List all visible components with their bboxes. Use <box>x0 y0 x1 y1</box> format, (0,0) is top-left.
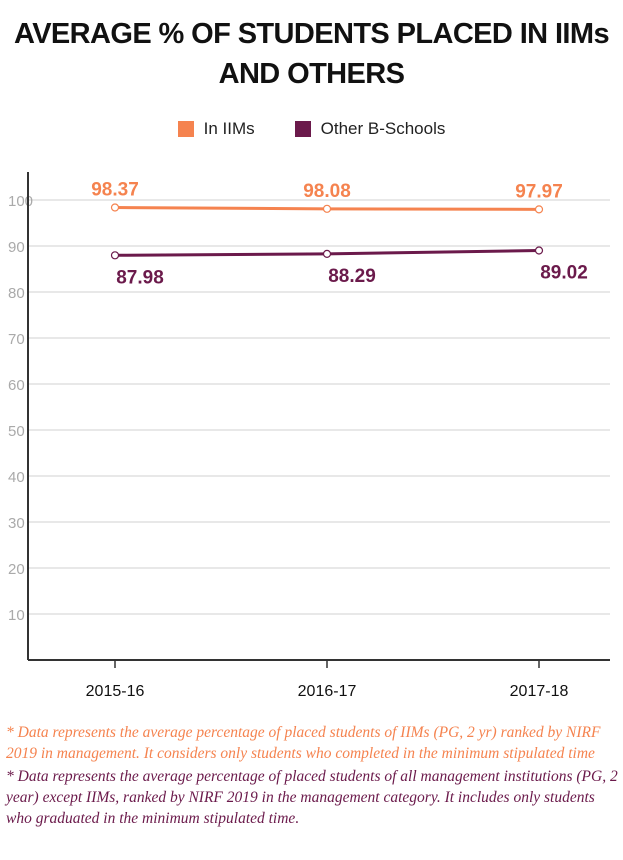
footnotes: * Data represents the average percentage… <box>6 722 618 829</box>
footnote-other-bschools: * Data represents the average percentage… <box>6 768 618 827</box>
data-point-in-iims <box>322 204 332 213</box>
data-point-in-iims <box>110 203 120 212</box>
chart-title-line-1: AVERAGE % OF STUDENTS PLACED IN IIMs <box>14 18 610 50</box>
legend-label-iims: In IIMs <box>203 119 255 138</box>
data-label-other-b-schools: 88.29 <box>328 266 376 287</box>
data-point-other-b-schools <box>534 246 544 255</box>
y-tick-label: 20 <box>8 561 25 578</box>
x-tick-label: 2017-18 <box>510 683 569 700</box>
legend: In IIMs Other B-Schools <box>0 116 623 142</box>
y-tick-label: 70 <box>8 331 25 348</box>
y-tick-label: 50 <box>8 423 25 440</box>
legend-item-iims: In IIMs <box>177 119 255 139</box>
data-point-other-b-schools <box>110 251 120 260</box>
legend-swatch-iims <box>177 121 194 137</box>
y-tick-label: 60 <box>8 377 25 394</box>
footnote-iims: * Data represents the average percentage… <box>6 724 601 762</box>
grid-lines <box>28 199 610 615</box>
x-axis: 2015-16 2016-17 2017-18 <box>28 659 610 700</box>
y-tick-label: 100 <box>8 193 33 210</box>
y-tick-label: 10 <box>8 607 25 624</box>
legend-swatch-other-bschools <box>294 121 311 137</box>
y-tick-label: 80 <box>8 285 25 302</box>
data-label-other-b-schools: 89.02 <box>540 263 588 284</box>
y-tick-label: 40 <box>8 469 25 486</box>
data-point-in-iims <box>534 205 544 214</box>
x-tick-label: 2015-16 <box>86 683 145 700</box>
y-tick-label: 90 <box>8 239 25 256</box>
chart-title-line-2: AND OTHERS <box>218 58 405 90</box>
data-label-in-iims: 97.97 <box>515 181 563 202</box>
data-label-in-iims: 98.37 <box>91 179 139 200</box>
legend-item-other-bschools: Other B-Schools <box>294 119 446 139</box>
y-axis: 10 20 30 40 50 60 70 80 90 100 <box>8 172 33 660</box>
legend-label-other-bschools: Other B-Schools <box>320 119 446 138</box>
x-tick-label: 2016-17 <box>298 683 357 700</box>
data-label-other-b-schools: 87.98 <box>116 267 164 288</box>
line-chart: 10 20 30 40 50 60 70 80 90 100 2015-16 2016-17 2017… <box>8 172 610 700</box>
series-group: 98.37 98.08 97.97 87.98 88.29 89.02 <box>91 179 588 288</box>
y-tick-label: 30 <box>8 515 25 532</box>
chart-title: AVERAGE % OF STUDENTS PLACED IN IIMs AND… <box>0 14 623 94</box>
data-label-in-iims: 98.08 <box>303 181 351 202</box>
data-point-other-b-schools <box>322 249 332 258</box>
